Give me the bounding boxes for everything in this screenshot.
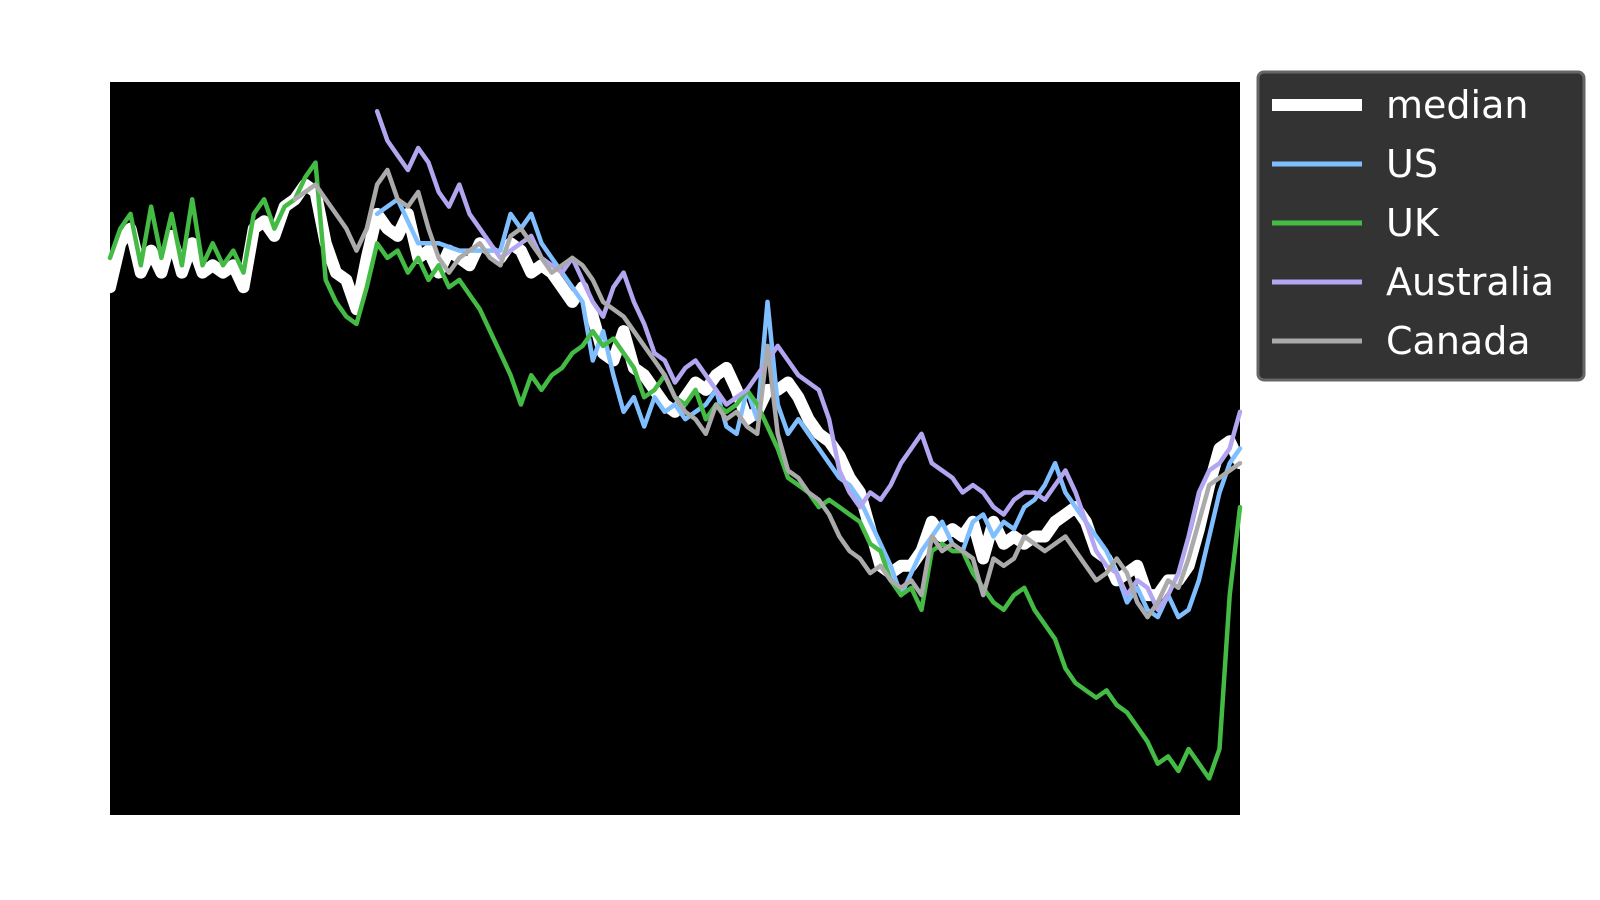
plot-area	[110, 82, 1240, 815]
legend-label-australia: Australia	[1386, 260, 1554, 304]
series-line-canada	[292, 167, 1243, 620]
legend: median US UK Australia Canada	[1256, 70, 1586, 382]
legend-box	[1256, 70, 1586, 382]
series-layer	[104, 109, 1246, 781]
legend-label-canada: Canada	[1386, 319, 1531, 363]
series-line-australia	[374, 109, 1243, 613]
legend-items: median US UK Australia Canada	[1272, 83, 1554, 363]
legend-label-median: median	[1386, 83, 1528, 127]
series-line-us	[374, 197, 1243, 620]
legend-label-us: US	[1386, 142, 1438, 186]
legend-label-uk: UK	[1386, 201, 1440, 245]
